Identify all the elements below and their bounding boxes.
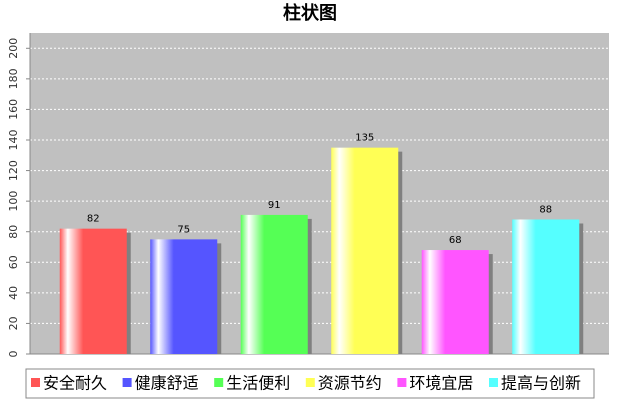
legend-swatch xyxy=(397,378,407,387)
bar xyxy=(240,214,308,354)
legend-swatch xyxy=(122,378,132,387)
legend-label: 生活便利 xyxy=(226,374,290,393)
legend-swatch xyxy=(305,378,315,387)
y-tick-label: 100 xyxy=(7,191,20,212)
y-tick-label: 180 xyxy=(7,68,20,89)
y-tick-label: 200 xyxy=(7,38,20,59)
value-label: 135 xyxy=(355,133,374,144)
y-tick-label: 20 xyxy=(7,316,20,330)
y-tick-label: 160 xyxy=(7,99,20,120)
bar xyxy=(512,219,580,354)
legend-label: 安全耐久 xyxy=(43,374,107,393)
y-tick-label: 140 xyxy=(7,130,20,151)
legend-label: 提高与创新 xyxy=(501,374,581,393)
y-tick-label: 120 xyxy=(7,160,20,181)
y-tick-label: 80 xyxy=(7,225,20,239)
value-label: 91 xyxy=(268,200,281,211)
value-label: 82 xyxy=(87,214,100,225)
value-label: 88 xyxy=(539,204,552,215)
legend-swatch xyxy=(489,378,498,387)
value-label: 68 xyxy=(449,235,462,246)
y-tick-label: 0 xyxy=(7,351,20,358)
y-tick-label: 40 xyxy=(7,286,20,300)
legend-label: 健康舒适 xyxy=(135,374,199,393)
legend-label: 环境宜居 xyxy=(409,374,473,393)
bar xyxy=(331,147,399,354)
legend xyxy=(25,368,595,399)
bar xyxy=(150,239,218,354)
legend-label: 资源节约 xyxy=(318,374,382,393)
chart-title: 柱状图 xyxy=(283,2,337,24)
legend-swatch xyxy=(214,378,224,387)
value-label: 75 xyxy=(177,224,190,235)
bar xyxy=(59,228,127,354)
bar xyxy=(421,250,489,354)
legend-swatch xyxy=(31,378,40,387)
y-tick-label: 60 xyxy=(7,255,20,269)
